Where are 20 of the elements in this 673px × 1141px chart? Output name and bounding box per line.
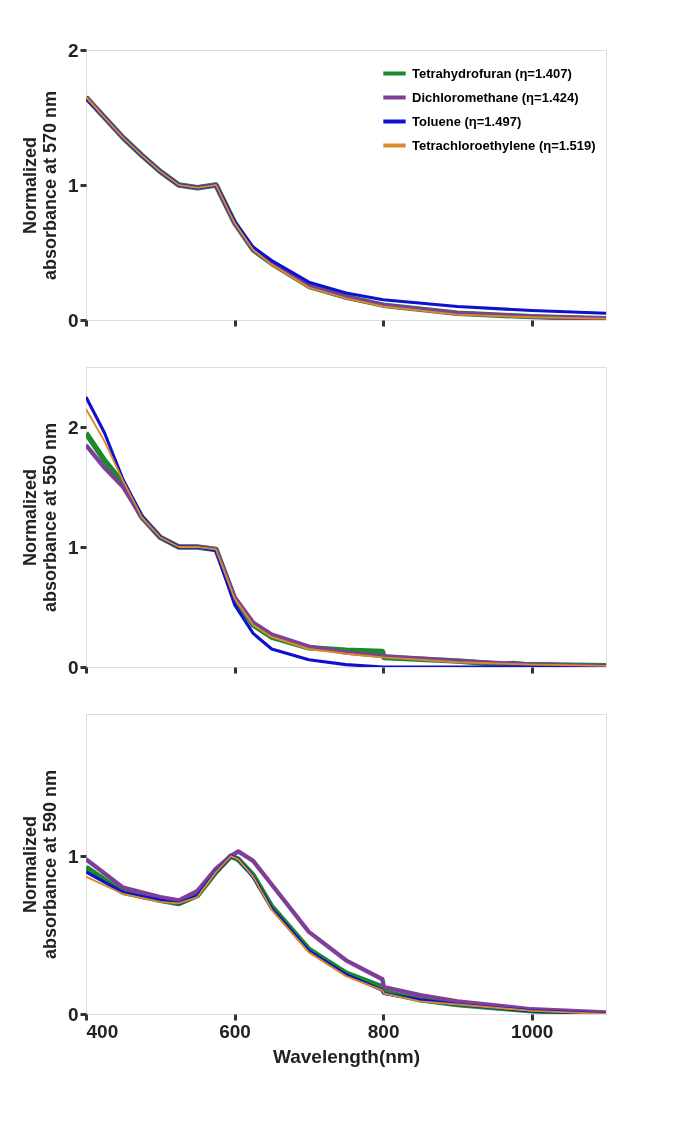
legend-label: Dichloromethane (η=1.424) xyxy=(412,89,579,105)
x-tick-label: 800 xyxy=(367,1020,400,1042)
y-tick-label: 0 xyxy=(67,656,79,678)
x-tick-label: 600 xyxy=(219,1020,251,1042)
x-tick-label: 1000 xyxy=(511,1020,554,1042)
y-tick-label: 1 xyxy=(67,845,79,867)
x-tick-label: 400 xyxy=(86,1020,119,1042)
y-axis-title: Normalized absorbance at 590 nm xyxy=(19,769,60,960)
legend-label: Tetrachloroethylene (η=1.519) xyxy=(412,137,596,153)
y-tick-label: 1 xyxy=(67,174,79,196)
y-tick-label: 1 xyxy=(67,536,79,558)
legend-label: Toluene (η=1.497) xyxy=(412,113,522,129)
y-tick-label: 2 xyxy=(67,39,79,61)
y-tick-label: 0 xyxy=(67,309,79,331)
y-axis-title: Normalized absorbance at 570 nm xyxy=(19,90,60,281)
legend-label: Tetrahydrofuran (η=1.407) xyxy=(412,65,572,81)
y-tick-label: 2 xyxy=(67,416,79,438)
y-axis-title: Normalized absorbance at 550 nm xyxy=(19,422,60,613)
y-tick-label: 0 xyxy=(67,1003,79,1025)
x-axis-title: Wavelength(nm) xyxy=(272,1045,421,1067)
